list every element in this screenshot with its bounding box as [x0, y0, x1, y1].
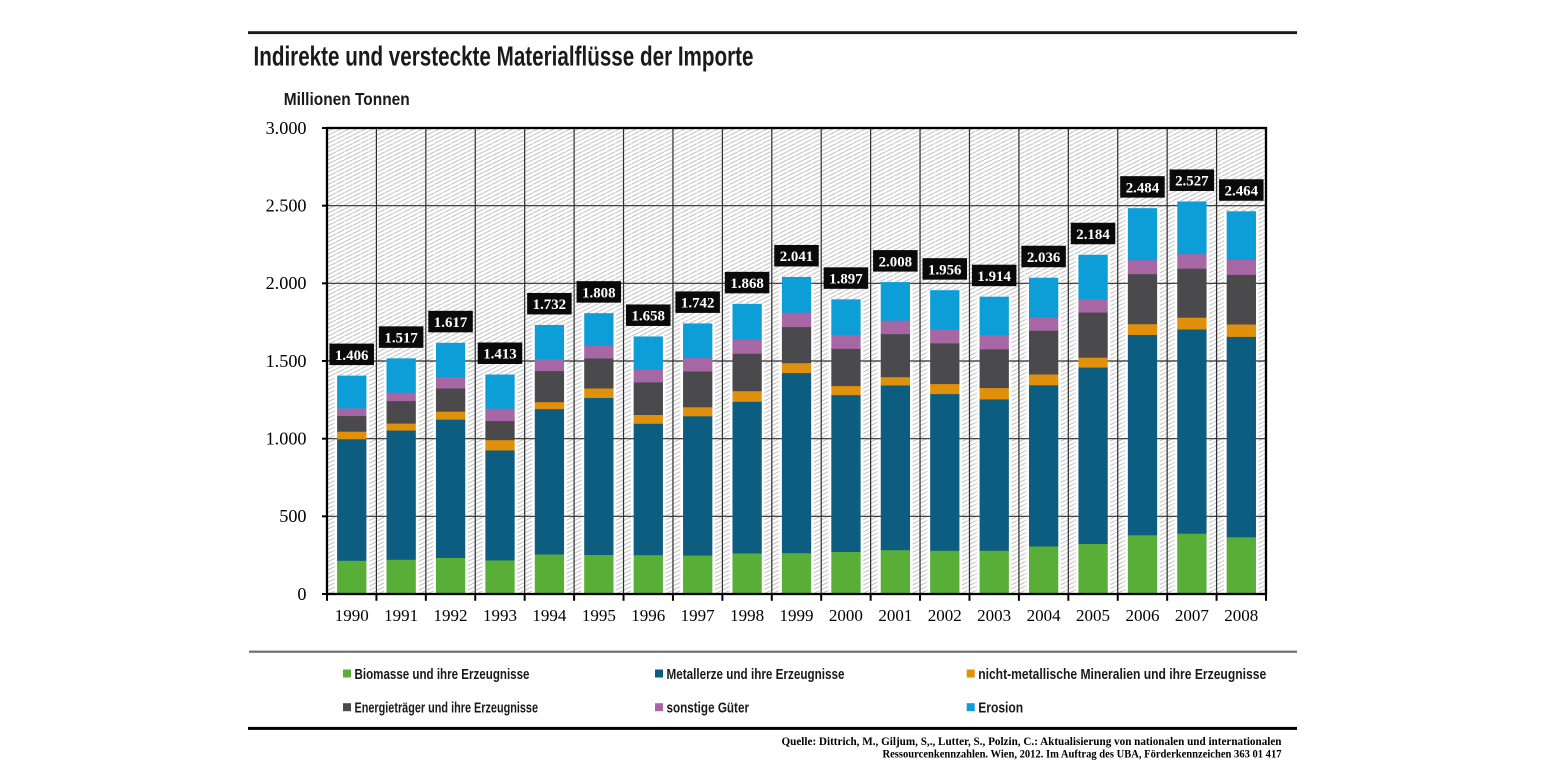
svg-text:2005: 2005 [1076, 606, 1110, 625]
svg-text:1994: 1994 [532, 606, 567, 625]
svg-text:2.184: 2.184 [1076, 227, 1110, 243]
svg-text:1990: 1990 [335, 606, 369, 625]
svg-text:Biomasse und ihre Erzeugnisse: Biomasse und ihre Erzeugnisse [355, 667, 530, 683]
svg-text:nicht-metallische Mineralien u: nicht-metallische Mineralien und ihre Er… [978, 667, 1266, 683]
svg-text:2003: 2003 [977, 606, 1011, 625]
svg-text:2.527: 2.527 [1175, 174, 1209, 190]
svg-text:2.464: 2.464 [1225, 183, 1259, 199]
svg-text:Erosion: Erosion [978, 701, 1023, 717]
svg-text:1992: 1992 [434, 606, 468, 625]
svg-text:1991: 1991 [384, 606, 418, 625]
svg-text:1.732: 1.732 [533, 297, 567, 313]
svg-text:1996: 1996 [631, 606, 665, 625]
svg-text:Ressourcenkennzahlen. Wien, 20: Ressourcenkennzahlen. Wien, 2012. Im Auf… [883, 749, 1282, 761]
svg-text:1.956: 1.956 [928, 262, 962, 278]
svg-text:1.897: 1.897 [829, 272, 863, 288]
svg-text:Quelle: Dittrich, M., Giljum,: Quelle: Dittrich, M., Giljum, S,., Lutte… [782, 736, 1283, 748]
svg-text:1995: 1995 [582, 606, 616, 625]
svg-text:1.742: 1.742 [681, 296, 715, 312]
svg-text:1.868: 1.868 [730, 276, 764, 292]
svg-text:1.808: 1.808 [582, 285, 616, 301]
svg-text:1997: 1997 [681, 606, 716, 625]
svg-text:2.484: 2.484 [1126, 180, 1160, 196]
svg-text:1.617: 1.617 [434, 315, 468, 331]
svg-text:1.914: 1.914 [977, 269, 1011, 285]
svg-text:2008: 2008 [1224, 606, 1258, 625]
svg-text:1993: 1993 [483, 606, 517, 625]
svg-text:2.036: 2.036 [1027, 250, 1061, 266]
svg-text:2001: 2001 [878, 606, 912, 625]
svg-text:2.008: 2.008 [879, 254, 913, 270]
svg-text:1.658: 1.658 [631, 309, 665, 325]
svg-text:Metallerze und ihre Erzeugniss: Metallerze und ihre Erzeugnisse [667, 667, 845, 683]
svg-text:3.000: 3.000 [266, 118, 307, 138]
svg-text:1.000: 1.000 [266, 428, 307, 448]
svg-text:Indirekte und versteckte Mater: Indirekte und versteckte Materialflüsse … [254, 40, 754, 71]
svg-text:1.500: 1.500 [266, 351, 307, 371]
svg-text:Millionen Tonnen: Millionen Tonnen [284, 89, 410, 109]
svg-text:1.517: 1.517 [384, 331, 418, 347]
svg-text:500: 500 [279, 506, 306, 526]
svg-text:2.000: 2.000 [266, 273, 307, 293]
svg-text:1998: 1998 [730, 606, 764, 625]
svg-text:0: 0 [297, 584, 306, 604]
svg-text:2000: 2000 [829, 606, 863, 625]
svg-text:1.413: 1.413 [483, 347, 517, 363]
svg-text:Energieträger und ihre Erzeugn: Energieträger und ihre Erzeugnisse [355, 701, 539, 717]
svg-text:1999: 1999 [780, 606, 814, 625]
svg-text:2002: 2002 [928, 606, 962, 625]
svg-text:2.500: 2.500 [266, 195, 307, 215]
svg-text:2.041: 2.041 [780, 249, 814, 265]
svg-text:2007: 2007 [1175, 606, 1210, 625]
svg-text:2006: 2006 [1125, 606, 1159, 625]
svg-text:sonstige Güter: sonstige Güter [667, 701, 750, 717]
svg-text:1.406: 1.406 [335, 348, 369, 364]
svg-text:2004: 2004 [1027, 606, 1062, 625]
